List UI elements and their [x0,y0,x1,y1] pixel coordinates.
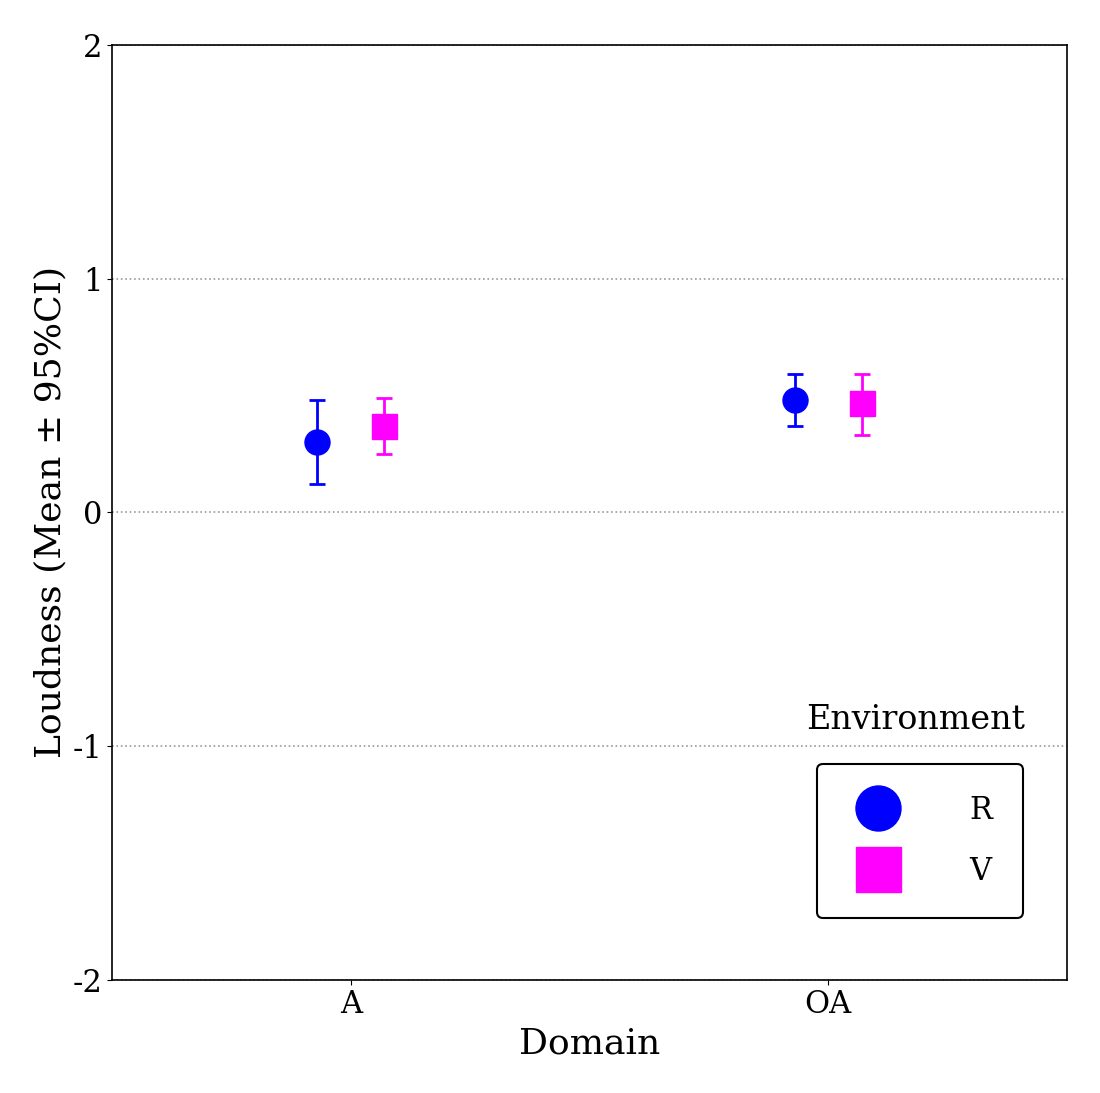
X-axis label: Domain: Domain [519,1026,660,1060]
Y-axis label: Loudness (Mean ± 95%CI): Loudness (Mean ± 95%CI) [33,267,67,759]
Legend: R, V: R, V [817,764,1023,918]
Text: Environment: Environment [806,704,1025,736]
